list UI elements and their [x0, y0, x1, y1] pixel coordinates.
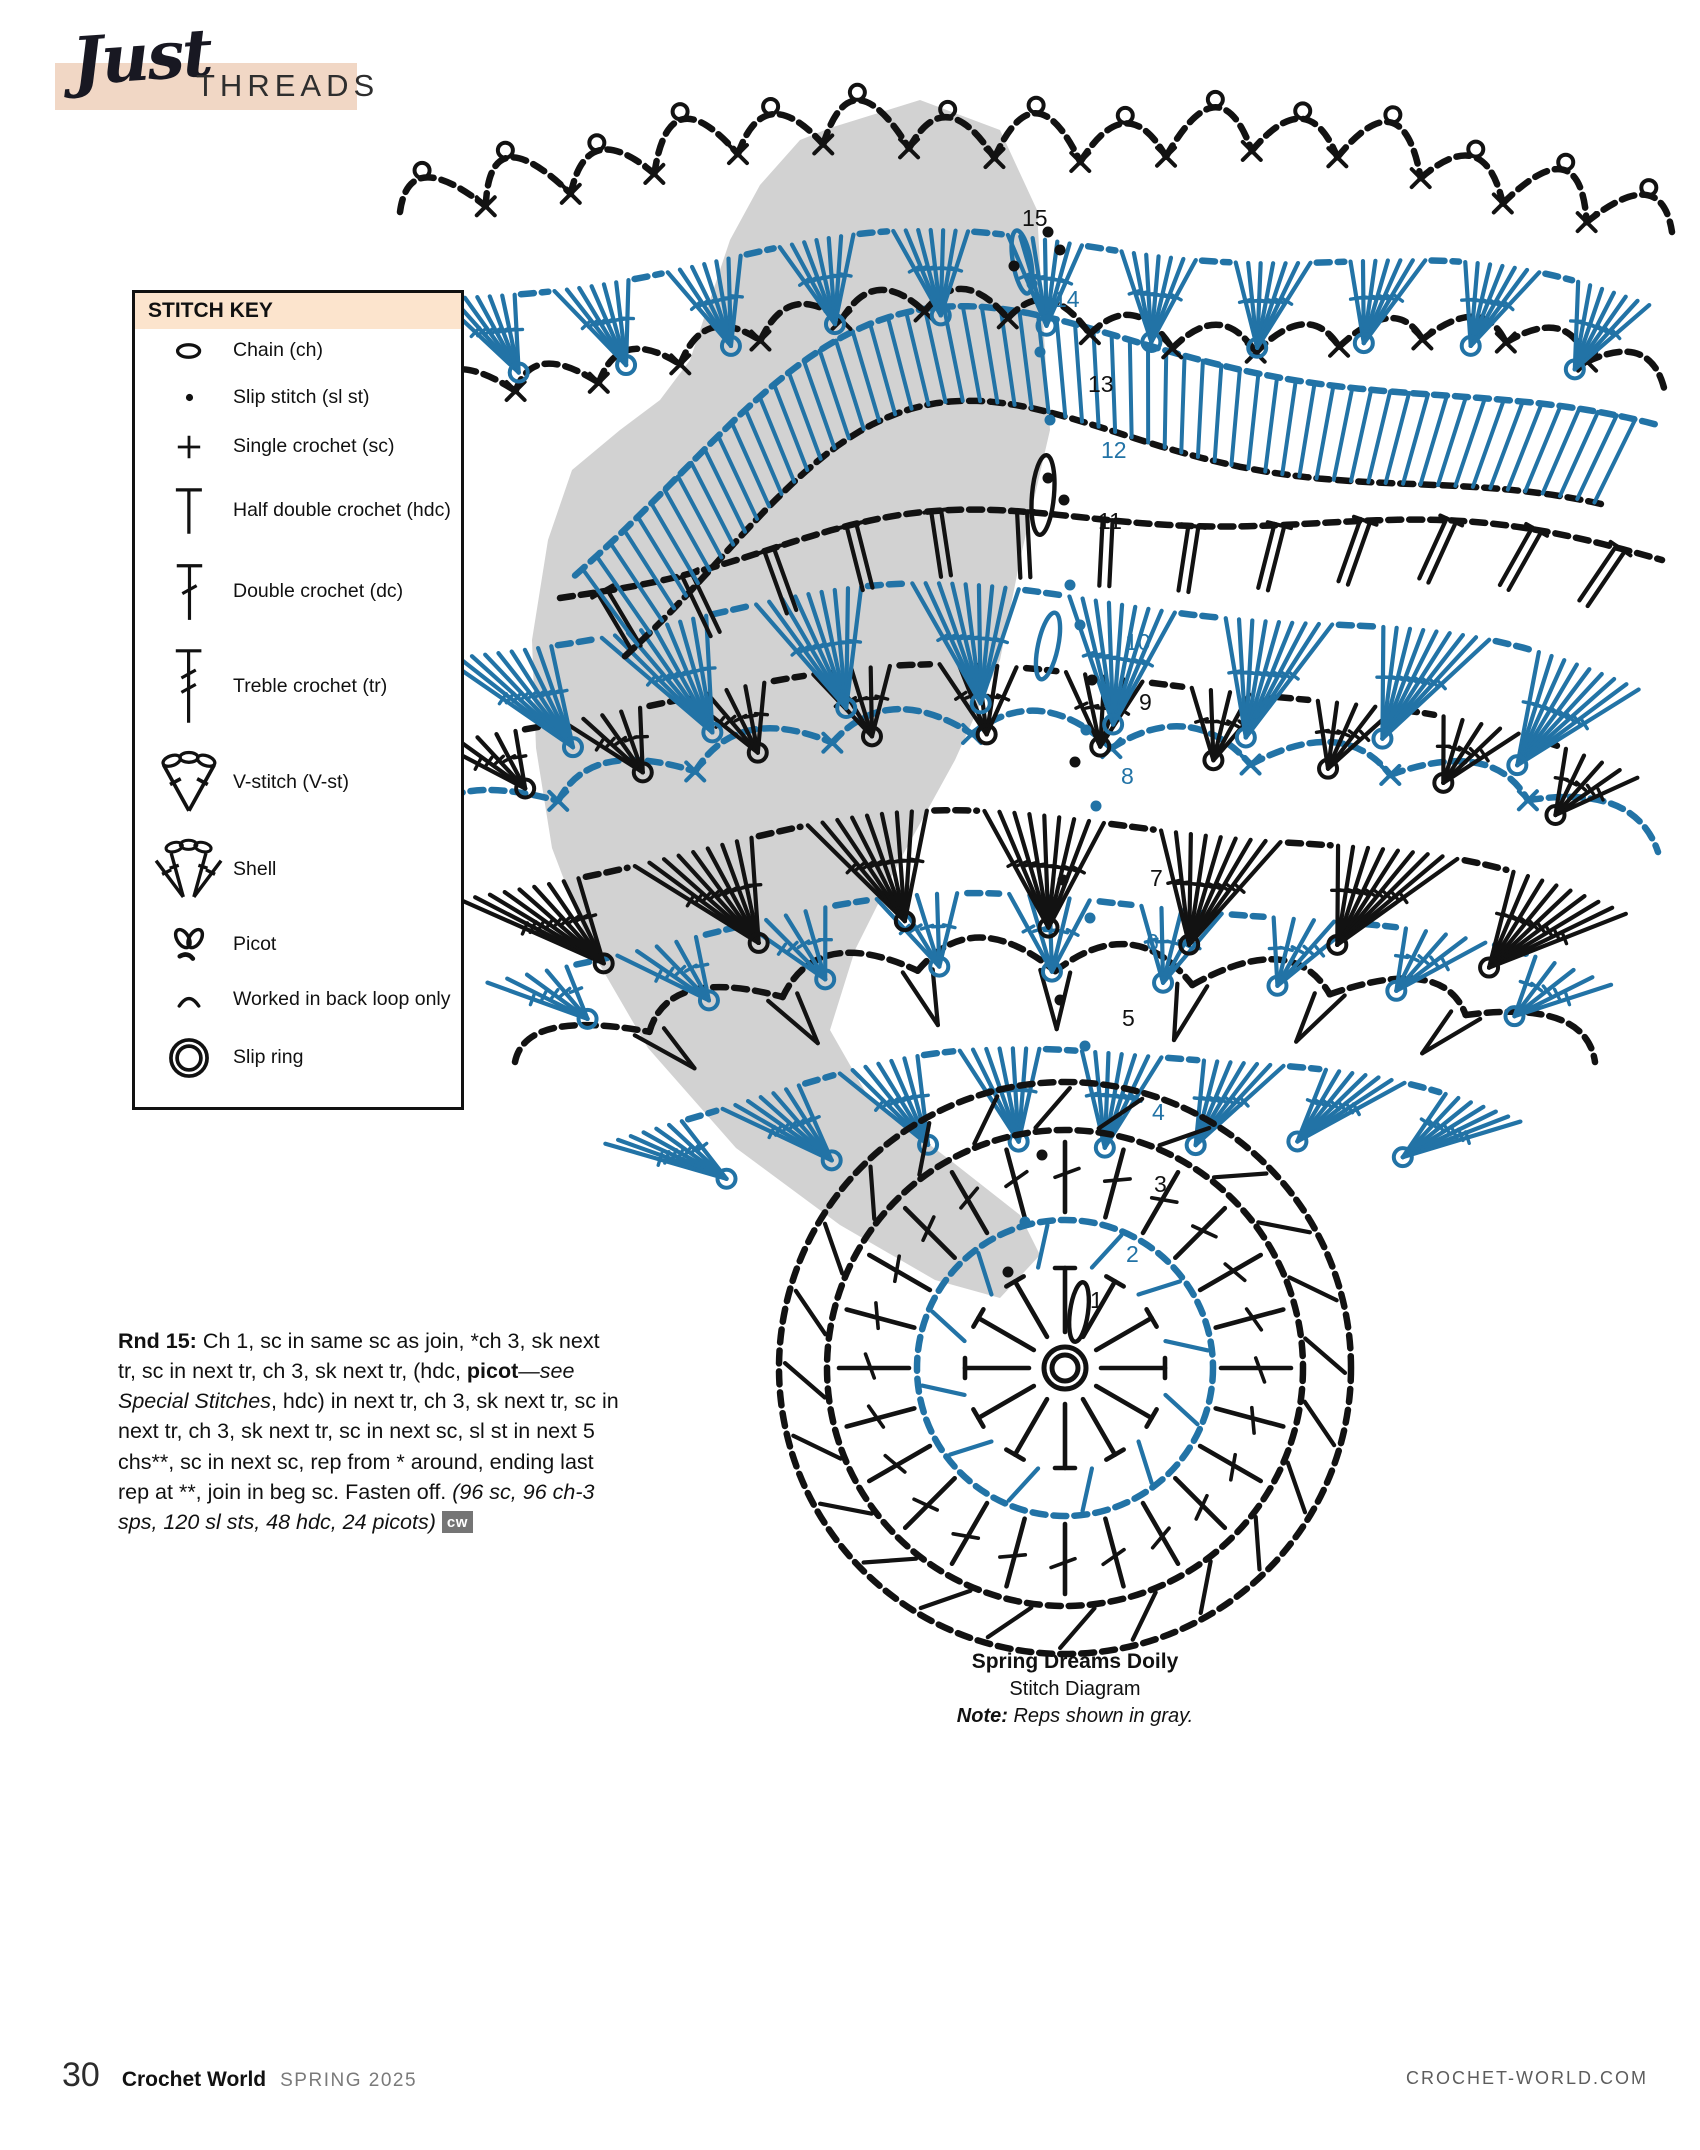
instruction-segment: — — [518, 1358, 540, 1383]
caption-note: Note: Reps shown in gray. — [790, 1703, 1360, 1730]
stitch-key-label: V-stitch (V-st) — [233, 770, 349, 793]
instruction-segment: picot — [466, 1358, 519, 1383]
stitch-key-label: Shell — [233, 857, 277, 880]
stitch-key-label: Treble crochet (tr) — [233, 674, 388, 697]
round-number-label: 15 — [1022, 205, 1048, 231]
stitch-key-item: Chain (ch) — [145, 339, 451, 362]
caption-subtitle: Stitch Diagram — [1009, 1678, 1141, 1701]
picot-icon — [145, 924, 233, 964]
stitch-key-item: Slip ring — [145, 1035, 451, 1081]
round-number-label: 13 — [1088, 371, 1114, 397]
instruction-segment: (96 sc, 96 ch-3 sps, 120 sl sts, 48 hdc,… — [118, 1480, 595, 1535]
treble-crochet-icon — [145, 646, 233, 726]
brand-band — [55, 63, 357, 110]
instruction-segment: see Special Stitches — [118, 1358, 575, 1414]
page-number: 30 — [62, 2056, 100, 2094]
round-number-label: 3 — [1154, 1171, 1167, 1197]
round-number-label: 14 — [1054, 286, 1080, 312]
issue-label: SPRING 2025 — [280, 2070, 418, 2091]
round-number-label: 11 — [1098, 508, 1122, 534]
stitch-key-label: Chain (ch) — [233, 339, 323, 361]
slip-stitch-icon — [145, 391, 233, 404]
round-number-label: 12 — [1101, 437, 1127, 463]
stitch-key-label: Picot — [233, 932, 277, 955]
chain-icon — [145, 340, 233, 362]
stitch-key-item: Single crochet (sc) — [145, 433, 451, 461]
half-double-crochet-icon — [145, 485, 233, 537]
back-loop-icon — [145, 991, 233, 1009]
diagram-caption: Spring Dreams Doily Stitch Diagram Note:… — [790, 1648, 1360, 1730]
round-number-label: 10 — [1125, 629, 1151, 655]
round-number-label: 6 — [1146, 929, 1159, 955]
caption-note-text: Reps shown in gray. — [1007, 1705, 1194, 1728]
brand-script-logo: Just — [69, 13, 214, 101]
instruction-segment: , hdc) in next tr, ch 3, sk next tr, sc … — [118, 1389, 619, 1505]
brand-caps-logo: THREADS — [196, 68, 380, 103]
stitch-key-item: Slip stitch (sl st) — [145, 386, 451, 409]
double-crochet-icon — [145, 561, 233, 623]
round-number-label: 7 — [1150, 865, 1163, 891]
shell-icon — [145, 838, 233, 900]
round-number-label: 1 — [1090, 1287, 1103, 1313]
stitch-key-label: Slip ring — [233, 1046, 304, 1069]
stitch-key-label: Half double crochet (hdc) — [233, 499, 451, 522]
stitch-key-item: V-stitch (V-st) — [145, 750, 451, 814]
stitch-key-item: Picot — [145, 924, 451, 964]
round-number-label: 9 — [1139, 689, 1152, 715]
stitch-key-label: Worked in back loop only — [233, 988, 451, 1011]
stitch-key-title: STITCH KEY — [135, 293, 461, 329]
round-number-label: 5 — [1122, 1005, 1135, 1031]
caption-note-label: Note: — [956, 1705, 1008, 1728]
stitch-key-box: STITCH KEY Chain (ch) Slip stitch (sl st)… — [132, 290, 464, 1110]
caption-title: Spring Dreams Doily — [971, 1650, 1179, 1673]
stitch-key-label: Slip stitch (sl st) — [233, 385, 370, 408]
instruction-segment: Ch 1, sc in same sc as join, *ch 3, sk n… — [118, 1328, 600, 1383]
v-stitch-icon — [145, 750, 233, 814]
stitch-key-item: Double crochet (dc) — [145, 561, 451, 623]
instruction-segment: Rnd 15: — [118, 1328, 203, 1353]
stitch-key-rows: Chain (ch) Slip stitch (sl st) Single croc… — [135, 329, 461, 1087]
footer-left: 30 Crochet World SPRING 2025 — [62, 2056, 417, 2095]
stitch-key-label: Double crochet (dc) — [233, 580, 404, 603]
round-number-label: 4 — [1152, 1099, 1165, 1125]
stitch-key-item: Treble crochet (tr) — [145, 646, 451, 726]
round-15-instructions: Rnd 15: Ch 1, sc in same sc as join, *ch… — [118, 1326, 622, 1538]
round-number-label: 2 — [1126, 1241, 1139, 1267]
single-crochet-icon — [145, 433, 233, 461]
slip-ring-icon — [145, 1035, 233, 1081]
website-url: CROCHET-WORLD.COM — [1406, 2068, 1648, 2088]
round-number-label: 8 — [1121, 763, 1134, 789]
stitch-key-label: Single crochet (sc) — [233, 435, 395, 458]
stitch-key-item: Worked in back loop only — [145, 988, 451, 1011]
magazine-name: Crochet World — [121, 2068, 267, 2091]
cw-logo-badge: cw — [441, 1511, 473, 1534]
stitch-key-item: Shell — [145, 838, 451, 900]
stitch-key-item: Half double crochet (hdc) — [145, 485, 451, 537]
